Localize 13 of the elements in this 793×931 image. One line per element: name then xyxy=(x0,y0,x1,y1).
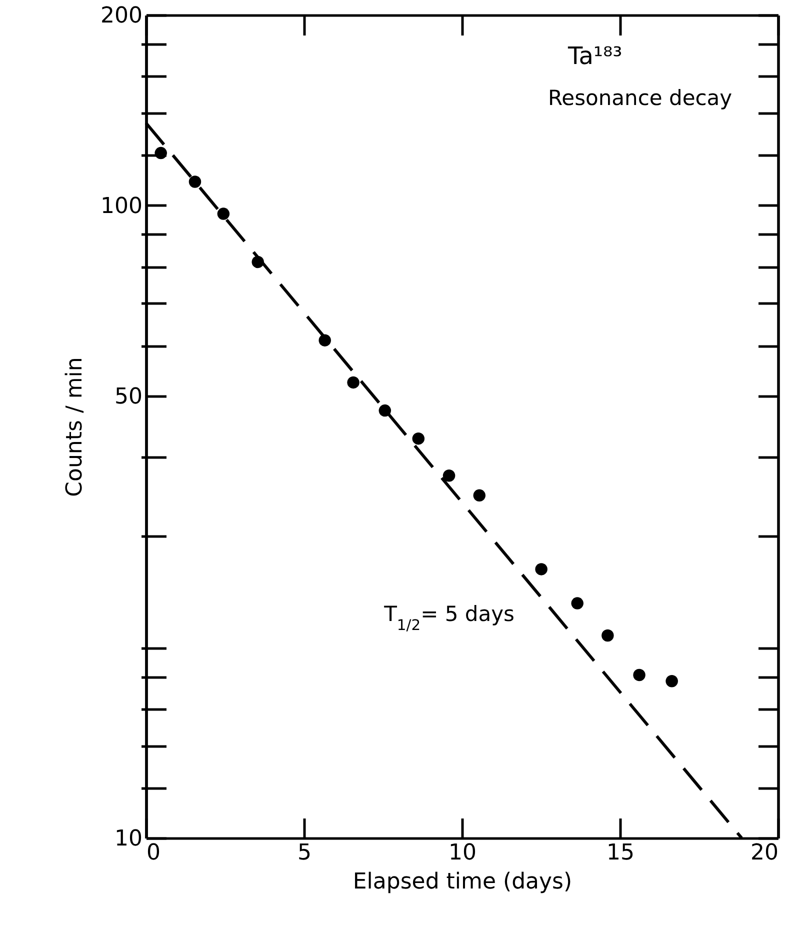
x-tick-label: 5 xyxy=(298,840,312,866)
y-tick-label: 100 xyxy=(100,194,142,219)
y-tick-label: 200 xyxy=(100,4,142,28)
y-tick-label: 50 xyxy=(114,384,142,410)
annotation: T$_{1/2}$= 5 days xyxy=(383,602,514,634)
annotation: Resonance decay xyxy=(548,86,732,110)
y-axis-title: Counts / min xyxy=(62,357,88,497)
x-tick-label: 0 xyxy=(146,840,160,866)
annotation: Ta¹⁸³ xyxy=(567,42,622,70)
x-tick-label: 10 xyxy=(448,840,476,866)
x-axis-title: Elapsed time (days) xyxy=(352,870,572,894)
x-tick-label: 20 xyxy=(750,840,778,866)
x-tick-label: 15 xyxy=(606,840,634,866)
